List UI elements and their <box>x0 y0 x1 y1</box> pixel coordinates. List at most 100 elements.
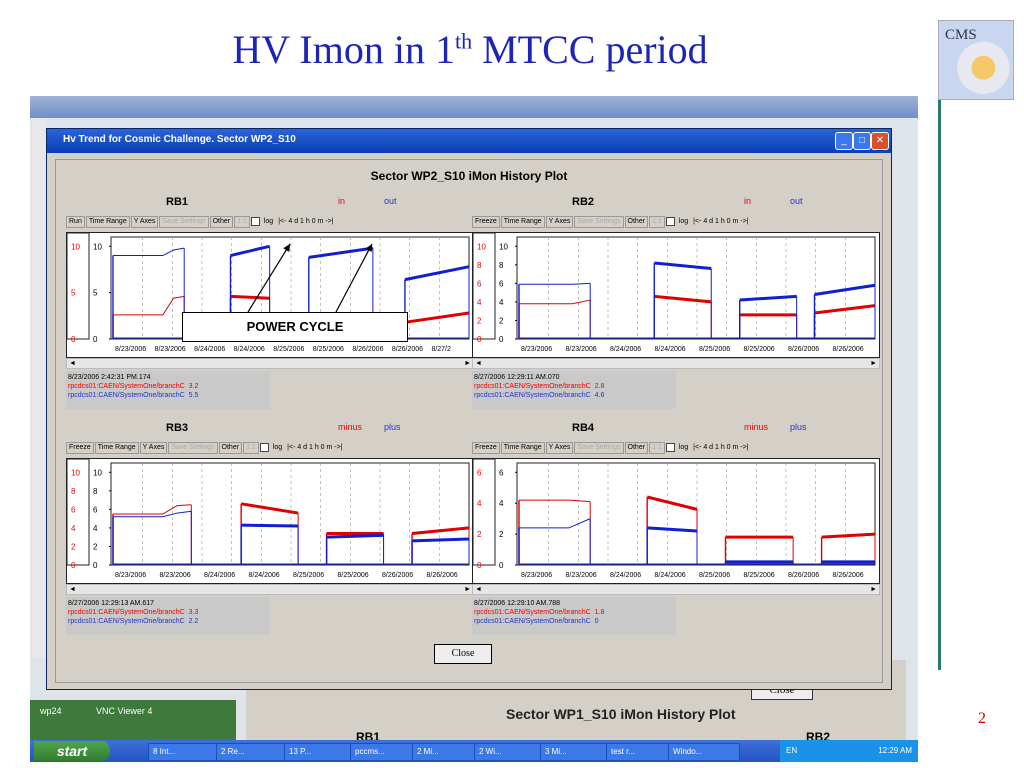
run-button[interactable]: Freeze <box>66 442 94 454</box>
series-red-segment <box>519 299 591 305</box>
scroll-right-arrow[interactable]: ► <box>870 360 877 367</box>
one-to-one-button[interactable]: 1:1 <box>243 442 259 454</box>
panel-toolbar: Freeze Time Range Y Axes Save Settings Other… <box>472 216 752 228</box>
channel-red: rpcdcs01:CAEN/SystemOne/branchC 2.8 <box>474 383 605 390</box>
plot-frame <box>516 236 876 340</box>
other-button[interactable]: Other <box>218 442 243 454</box>
taskbar-item[interactable]: test r... <box>606 743 670 761</box>
time-scrollbar[interactable]: ◄ ► <box>472 584 880 595</box>
y-tick-label: 4 <box>499 298 504 307</box>
scroll-left-arrow[interactable]: ◄ <box>475 586 482 593</box>
series-blue-segment <box>326 533 384 539</box>
x-tick-label: 8/25/2006 <box>699 572 730 579</box>
time-nav[interactable]: |<- 4 d 1 h 0 m ->| <box>278 218 334 225</box>
series-blue-segment <box>739 294 797 302</box>
panel-title: RB2 <box>572 196 595 208</box>
log-checkbox[interactable] <box>665 442 675 452</box>
log-checkbox[interactable] <box>665 216 675 226</box>
time-nav[interactable]: |<- 4 d 1 h 0 m ->| <box>693 218 749 225</box>
legend-blue: out <box>790 196 803 206</box>
taskbar-item[interactable]: 8 Int... <box>148 743 218 761</box>
x-tick-label: 8/23/2006 <box>115 572 146 579</box>
x-tick-label: 8/23/2006 <box>566 572 597 579</box>
y-tick-label: 8 <box>477 261 482 270</box>
series-red-segment <box>814 304 876 315</box>
save-settings-button[interactable]: Save Settings <box>574 442 624 454</box>
time-range-button[interactable]: Time Range <box>500 216 545 228</box>
series-red-segment <box>240 502 299 515</box>
one-to-one-button[interactable]: 1:1 <box>649 442 665 454</box>
start-button[interactable]: start <box>34 741 110 761</box>
power-cycle-annotation: POWER CYCLE <box>182 312 408 342</box>
chart-box: 6 6 4 4 2 2 0 0 8/23/2006 8/23/2006 8/24/2006 8/24/… <box>472 458 880 584</box>
log-checkbox[interactable] <box>259 442 269 452</box>
time-scrollbar[interactable]: ◄ ► <box>472 358 880 369</box>
series-blue-segment <box>113 247 185 257</box>
run-button[interactable]: Freeze <box>472 216 500 228</box>
power-cycle-arrow-2 <box>335 243 373 313</box>
panel-rb4: RB4 minus plus Freeze Time Range Y Axes Save S… <box>472 422 880 654</box>
x-tick-label: 8/23/2006 <box>566 346 597 353</box>
y-tick-label: 0 <box>71 561 76 570</box>
scroll-left-arrow[interactable]: ◄ <box>69 586 76 593</box>
x-tick-label: 8/26/2006 <box>352 346 383 353</box>
one-to-one-button[interactable]: 1:1 <box>649 216 665 228</box>
y-axes-button[interactable]: Y Axes <box>139 442 168 454</box>
minimize-button[interactable]: _ <box>835 132 853 150</box>
language-indicator[interactable]: EN <box>786 746 798 755</box>
series-red-segment <box>113 295 185 316</box>
run-button[interactable]: Freeze <box>472 442 500 454</box>
window-titlebar[interactable]: Hv Trend for Cosmic Challenge. Sector WP… <box>47 129 891 153</box>
series-blue-segment <box>654 261 712 271</box>
y-axes-button[interactable]: Y Axes <box>545 442 574 454</box>
y-tick-label: 0 <box>477 561 482 570</box>
x-tick-label: 8/24/2006 <box>610 572 641 579</box>
legend-red: minus <box>744 422 769 432</box>
other-button[interactable]: Other <box>624 216 649 228</box>
chart-box: 10 10 8 8 6 6 4 4 2 2 0 0 8/23/2006 8/23/2006 8/24/200… <box>66 458 474 584</box>
y-tick-label: 6 <box>499 468 504 477</box>
plot-frame <box>110 462 470 566</box>
x-tick-label: 8/26/2006 <box>833 572 864 579</box>
time-range-button[interactable]: Time Range <box>94 442 139 454</box>
close-window-button[interactable]: ✕ <box>871 132 889 150</box>
save-settings-button[interactable]: Save Settings <box>159 216 209 228</box>
slide-divider <box>938 100 941 670</box>
scroll-right-arrow[interactable]: ► <box>464 360 471 367</box>
y-axes-button[interactable]: Y Axes <box>545 216 574 228</box>
taskbar: start 8 Int... 2 Re... 13 P... pccms... 2 Mi… <box>30 740 918 762</box>
series-blue-segment <box>113 510 192 518</box>
close-button[interactable]: Close <box>434 644 492 664</box>
scroll-right-arrow[interactable]: ► <box>870 586 877 593</box>
x-tick-label: 8/26/2006 <box>788 572 819 579</box>
channel-red: rpcdcs01:CAEN/SystemOne/branchC 3.2 <box>68 383 199 390</box>
other-button[interactable]: Other <box>624 442 649 454</box>
scroll-right-arrow[interactable]: ► <box>464 586 471 593</box>
x-tick-label: 8/23/2006 <box>521 346 552 353</box>
y-axes-button[interactable]: Y Axes <box>130 216 159 228</box>
background-window-edge <box>32 118 46 658</box>
other-button[interactable]: Other <box>209 216 234 228</box>
chart-svg-rb4: 6 6 4 4 2 2 0 0 8/23/2006 8/23/2006 8/24/2006 8/24/… <box>472 458 876 579</box>
one-to-one-button[interactable]: 1:1 <box>234 216 250 228</box>
time-range-button[interactable]: Time Range <box>500 442 545 454</box>
time-range-button[interactable]: Time Range <box>85 216 130 228</box>
taskbar-item[interactable]: Windo... <box>668 743 740 761</box>
scroll-left-arrow[interactable]: ◄ <box>475 360 482 367</box>
run-button[interactable]: Run <box>66 216 85 228</box>
maximize-button[interactable]: □ <box>853 132 871 150</box>
taskbar-item[interactable]: 13 P... <box>284 743 352 761</box>
x-tick-label: 8/24/2006 <box>655 572 686 579</box>
time-nav[interactable]: |<- 4 d 1 h 0 m ->| <box>287 444 343 451</box>
channel-blue: rpcdcs01:CAEN/SystemOne/branchC 5.5 <box>68 392 199 399</box>
log-checkbox[interactable] <box>250 216 260 226</box>
panel-title: RB4 <box>572 422 595 434</box>
save-settings-button[interactable]: Save Settings <box>168 442 218 454</box>
clock: 12:29 AM <box>878 746 912 755</box>
time-nav[interactable]: |<- 4 d 1 h 0 m ->| <box>693 444 749 451</box>
left-axis-box <box>66 232 90 340</box>
scroll-left-arrow[interactable]: ◄ <box>69 360 76 367</box>
x-tick-label: 8/25/2006 <box>744 572 775 579</box>
save-settings-button[interactable]: Save Settings <box>574 216 624 228</box>
